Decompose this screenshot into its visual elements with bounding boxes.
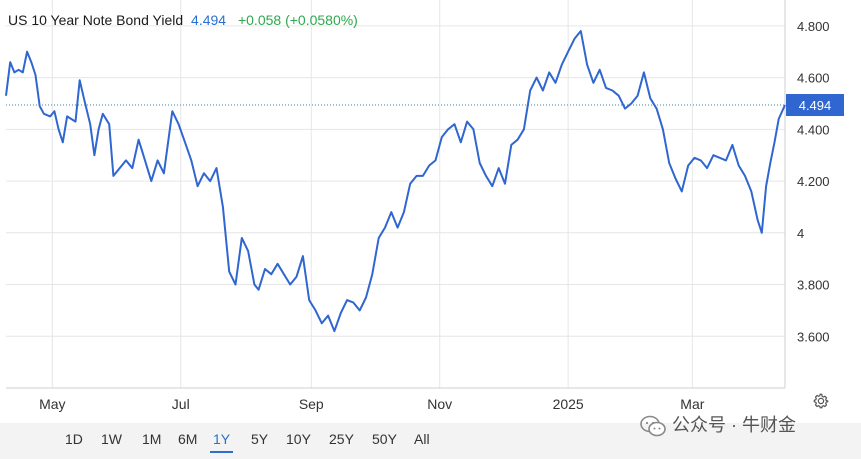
range-button-25y[interactable]: 25Y [329, 431, 354, 447]
x-tick-label: May [39, 396, 65, 412]
range-button-1y[interactable]: 1Y [210, 427, 234, 453]
chart-svg[interactable]: 3.600 3.800 4 4.200 4.400 4.600 4.800 May Jul Sep… [0, 0, 861, 420]
price-change: +0.058 (+0.0580%) [237, 12, 358, 28]
x-tick-label: 2025 [553, 396, 584, 412]
range-button-1m[interactable]: 1M [142, 431, 162, 447]
current-value-badge [786, 94, 844, 117]
y-tick-label: 4.400 [797, 122, 830, 137]
range-button-6m[interactable]: 6M [178, 431, 198, 447]
chart-title: US 10 Year Note Bond Yield [8, 12, 184, 28]
current-value-label: 4.494 [799, 98, 832, 113]
wechat-logo-icon [640, 415, 666, 437]
y-tick-label: 3.600 [797, 329, 830, 344]
x-tick-label: Sep [299, 396, 324, 412]
range-button-1d[interactable]: 1D [65, 431, 83, 447]
y-tick-label: 4.600 [797, 71, 830, 86]
chart-background [0, 0, 861, 420]
y-tick-label: 4.200 [797, 174, 830, 189]
range-button-10y[interactable]: 10Y [286, 431, 311, 447]
gear-icon[interactable] [812, 392, 830, 410]
y-tick-label: 3.800 [797, 278, 830, 293]
x-tick-label: Jul [172, 396, 190, 412]
range-selector: 1D 1W 1M 6M 1Y 5Y 10Y 25Y 50Y All [0, 423, 861, 459]
y-tick-label: 4.800 [797, 19, 830, 34]
range-button-1w[interactable]: 1W [101, 431, 122, 447]
watermark: 公众号 · 牛财金 [640, 412, 796, 438]
x-tick-label: Nov [427, 396, 452, 412]
range-button-50y[interactable]: 50Y [372, 431, 397, 447]
chart-area: 3.600 3.800 4 4.200 4.400 4.600 4.800 May Jul Sep… [0, 0, 861, 420]
x-tick-label: Mar [680, 396, 704, 412]
range-button-5y[interactable]: 5Y [251, 431, 269, 447]
y-tick-label: 4 [797, 226, 804, 241]
watermark-text: 公众号 · 牛财金 [672, 415, 796, 435]
range-button-all[interactable]: All [414, 431, 430, 447]
series-line [5, 30, 786, 333]
chart-header: US 10 Year Note Bond Yield 4.494 +0.058 … [8, 12, 358, 28]
current-price: 4.494 [191, 12, 227, 28]
